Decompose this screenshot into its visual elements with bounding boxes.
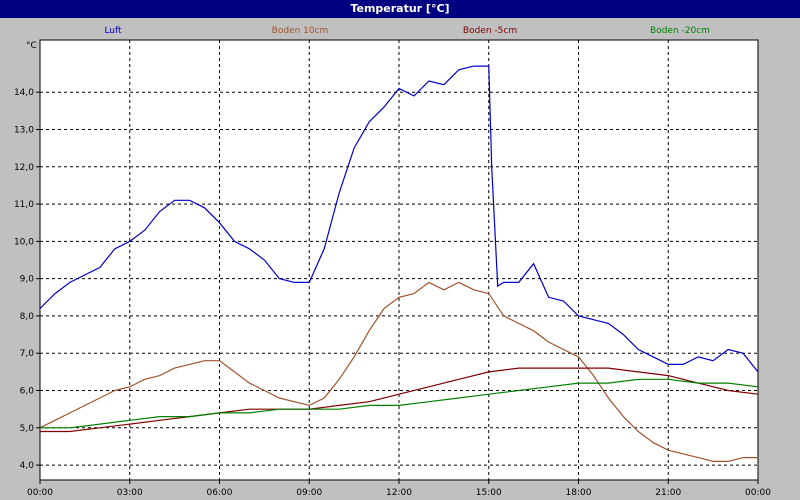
legend-entry: Boden 10cm	[272, 26, 329, 36]
x-tick-time: 18:00	[566, 488, 592, 498]
y-tick-label: 4,0	[20, 461, 35, 471]
x-tick-time: 03:00	[117, 488, 143, 498]
legend-entry: Boden -5cm	[463, 26, 517, 36]
x-tick-time: 15:00	[476, 488, 502, 498]
series-line-1	[39, 65, 759, 373]
grid	[40, 40, 758, 480]
x-tick-time: 12:00	[386, 488, 412, 498]
temperature-chart: 4,0 5,0 6,0 7,0 8,0 9,0 10,0 11,0 12,0 13,0 14,0 0…	[14, 26, 771, 498]
y-tick-label: 5,0	[20, 424, 35, 434]
y-tick-label: 10,0	[14, 237, 34, 247]
y-tick-label: 6,0	[20, 387, 35, 397]
legend: Luft Boden 10cm Boden -5cm Boden -20cm	[104, 26, 710, 36]
x-tick-time: 09:00	[296, 488, 322, 498]
window-title: Temperatur [°C]	[0, 0, 800, 18]
y-axis: 4,0 5,0 6,0 7,0 8,0 9,0 10,0 11,0 12,0 13,0 14,0	[14, 88, 40, 471]
x-tick-time: 00:00	[27, 488, 53, 498]
y-tick-label: 11,0	[14, 200, 34, 210]
x-tick-time: 21:00	[655, 488, 681, 498]
y-axis-unit: °C	[26, 41, 37, 51]
legend-entry: Boden -20cm	[650, 26, 710, 36]
y-tick-label: 7,0	[20, 349, 35, 359]
x-tick-time: 06:00	[207, 488, 233, 498]
series-line-2	[39, 281, 758, 462]
y-tick-label: 9,0	[20, 275, 35, 285]
series-line-4	[40, 378, 759, 429]
series-line-3	[40, 367, 759, 433]
x-tick-time: 00:00	[745, 488, 771, 498]
y-tick-label: 8,0	[20, 312, 35, 322]
y-tick-label: 12,0	[14, 163, 34, 173]
x-axis: 00:0029.02.2003:0029.02.2006:0029.02.200…	[27, 480, 771, 498]
y-tick-label: 14,0	[14, 88, 34, 98]
series-layer	[39, 65, 759, 462]
y-tick-label: 13,0	[14, 125, 34, 135]
legend-entry: Luft	[104, 26, 122, 36]
